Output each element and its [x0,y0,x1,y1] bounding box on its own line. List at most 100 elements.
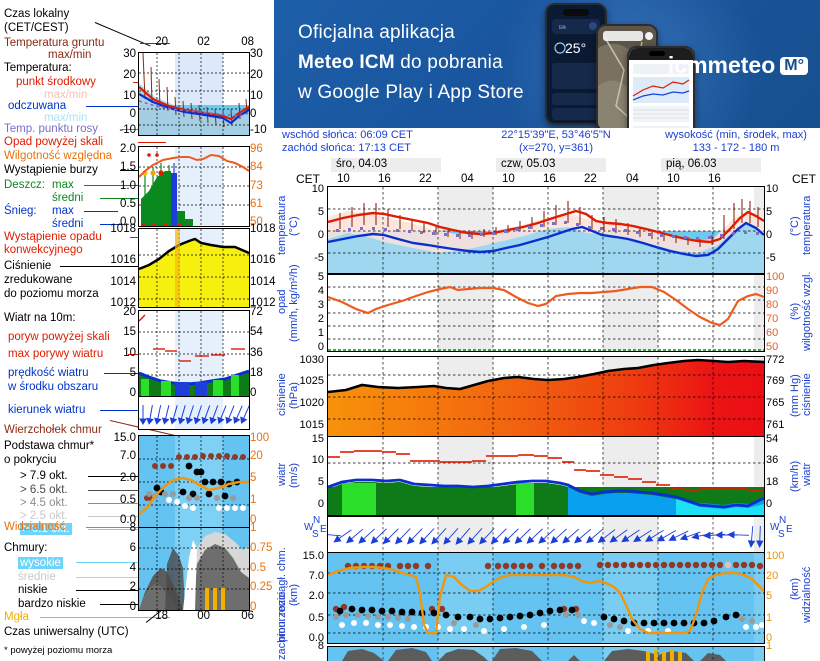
humidity-tick: 60 [766,327,779,339]
grid-text: (x=270, y=361) [519,142,593,154]
leader-line [88,529,168,530]
legend-local-time-unit: (CET/CEST) [4,22,69,34]
legend-okt-01: > 0.1 okt. [20,523,72,535]
mini-windkmh-tick: 36 [250,347,263,359]
temp-tick: 0 [317,229,324,241]
pressure-chart[interactable] [327,356,765,438]
mini-cloud-tick: 2.0 [120,472,136,484]
app-promo-banner[interactable]: Oficjalna aplikacja Meteo ICM do pobrani… [274,0,820,128]
mini-temp-tick-right: 0 [250,108,257,120]
legend-local-time: Czas lokalny [4,8,70,20]
wind-tick: 0 [317,498,324,510]
mini-cloud-extent-chart[interactable] [138,435,250,529]
wind-axis-unit-right: (km/h) [789,456,801,496]
legend-ground-temp-sub: max/min [48,49,92,61]
humidity-tick: 80 [766,299,779,311]
legend-pressure-2: zredukowane [4,274,73,286]
coordinates-text: 22°15'39"E, 53°46'5"N [501,129,611,141]
humidity-tick: 90 [766,285,779,297]
humidity-axis-label: wilgotność wzgl. [801,270,813,352]
mini-hour-00: 00 [197,610,210,622]
legend-precip-over: Opad powyżej skali [4,136,104,148]
mini-visibility-tick: 0 [250,514,257,526]
compass-e: E [320,524,327,535]
cloudext-tick: 2.0 [308,590,324,602]
mini-humidity-tick: 61 [250,198,263,210]
leader-line [84,185,166,186]
leader-line [138,142,166,143]
day-label-3: pią, 06.03 [666,158,717,170]
mini-visibility-tick: 100 [250,432,270,444]
legend-utc: Czas uniwersalny (UTC) [4,626,129,638]
legend-okt-25: > 2.5 okt. [20,510,68,522]
visibility-tick: 20 [766,570,779,582]
pressure-tick: 1015 [299,419,324,431]
wind-tick: 5 [317,476,324,488]
cloud-cover-chart[interactable] [327,646,765,661]
wind-axis-label-text: wiatr [276,462,288,486]
mini-temp-tick: -10 [119,124,136,136]
hour-label: 10 [337,173,350,185]
legend-okt-65: > 6.5 okt. [20,484,68,496]
legend-snow-max: max [52,205,74,217]
leader-line [88,490,168,491]
compass-rose-right: N W E S [770,516,794,540]
mini-wind-tick: 15 [123,326,136,338]
temperature-axis-unit-right: (°C) [789,206,801,246]
mini-pressure-chart[interactable] [138,228,250,308]
mini-windkmh-tick: 54 [250,326,263,338]
precip-tick: 4 [317,285,324,297]
windkmh-tick: 18 [766,476,779,488]
altitude-value: 133 - 172 - 180 m [692,142,780,154]
legend-temp-header: Temperatura: [4,62,72,74]
legend-apparent-sub: max/min [44,112,88,124]
compass-s: S [778,529,785,540]
mini-temperature-chart[interactable] [138,52,250,136]
wind-axis-label-right: wiatr [801,454,813,494]
legend-rain: Deszcz: [4,179,45,191]
visibility-tick: 1 [766,612,773,624]
mini-cover-tick-right: 1 [250,522,257,534]
mini-precip-humidity-chart[interactable] [138,146,250,227]
windkmh-tick: 54 [766,433,779,445]
day-band-1 [331,158,441,172]
mini-temp-tick: 10 [123,90,136,102]
mini-visibility-tick: 1 [250,494,257,506]
legend-panel: Czas lokalny (CET/CEST) Temperatura grun… [0,0,276,660]
wind-chart[interactable] [327,436,765,516]
temperature-chart[interactable] [327,186,765,274]
mini-wind-direction-chart[interactable] [138,396,250,430]
wind-tick: 15 [311,433,324,445]
cloudext-tick: 0.5 [308,612,324,624]
mini-temp-tick-right: 30 [250,48,263,60]
legend-wind-10m: Wiatr na 10m: [4,312,76,324]
meteogram-panel: śro, 04.03 czw, 05.03 pią, 06.03 CET CET… [274,158,820,661]
mini-pressure-tick-right: 1012 [250,297,276,309]
mini-pressure-tick: 1016 [110,254,136,266]
hour-label: 04 [626,173,639,185]
humidity-axis-unit-text: (%) [789,302,801,320]
mini-cloud-cover-chart[interactable] [138,527,250,611]
hour-label: 04 [461,173,474,185]
compass-e: E [786,524,793,535]
mini-cover-tick: 6 [129,542,136,554]
legend-rain-avg: średni [52,192,84,204]
cloudcover-axis-label-text: zachmurzenie [276,591,288,660]
day-label-1: śro, 04.03 [336,158,388,170]
leader-line [88,516,168,517]
mini-windkmh-tick: 18 [250,367,263,379]
temp-tick-right: -5 [766,252,776,264]
cloud-extent-visibility-chart[interactable] [327,552,765,644]
visibility-axis-unit: (km) [789,572,801,606]
temp-tick-right: 0 [766,229,773,241]
legend-okt-79: > 7.9 okt. [20,470,68,482]
legend-cloud-base-1: Podstawa chmur* [4,440,95,452]
precipitation-humidity-chart[interactable] [327,274,765,352]
leader-line [100,410,168,411]
wind-direction-chart[interactable] [327,516,765,554]
humidity-tick: 100 [766,271,785,283]
mini-wind-chart[interactable] [138,310,250,398]
day-band-2 [496,158,606,172]
banner-line-2-rest: do pobrania [394,52,503,73]
mini-temp-tick-right: 20 [250,69,263,81]
